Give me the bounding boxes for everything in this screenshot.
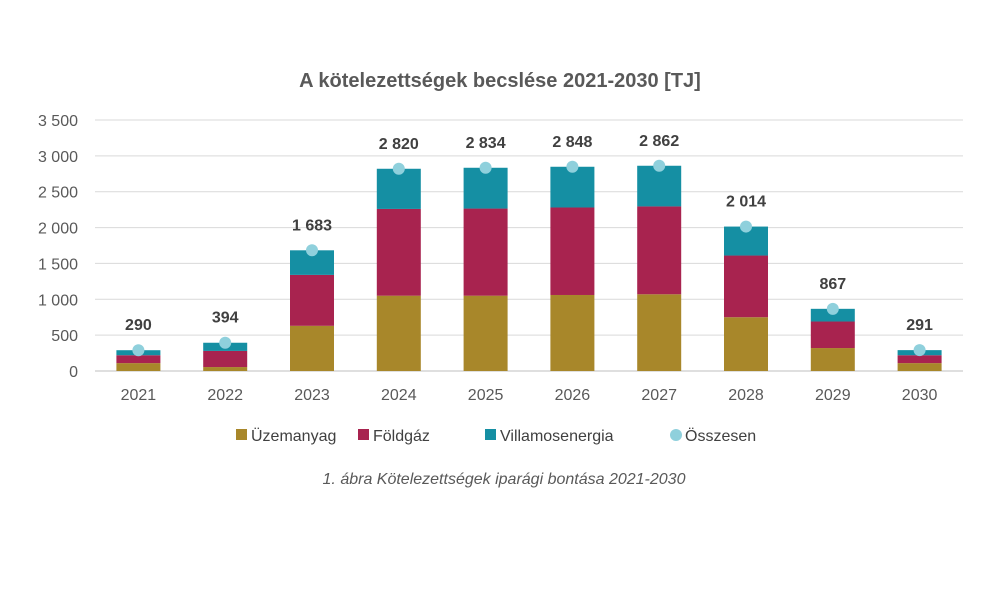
bar-segment-földgáz: [463, 208, 508, 296]
x-tick-label: 2027: [641, 387, 677, 404]
y-tick-label: 0: [69, 364, 78, 381]
bar-segment-földgáz: [637, 206, 682, 295]
bar-segment-üzemanyag: [897, 363, 942, 371]
bar-segment-villamosenergia: [810, 308, 855, 322]
bar-segment-üzemanyag: [637, 294, 682, 371]
bars: [116, 165, 942, 371]
legend-swatch: [485, 429, 496, 440]
x-tick-label: 2030: [902, 387, 938, 404]
total-data-label: 1 683: [292, 217, 332, 234]
total-data-label: 2 848: [552, 134, 592, 151]
bar-segment-üzemanyag: [203, 367, 248, 371]
bar-segment-villamosenergia: [637, 165, 682, 207]
y-axis: 0 500 1 000 1 500 2 000 2 500 3 000 3 500: [38, 113, 78, 381]
bar-segment-földgáz: [203, 350, 248, 368]
legend-swatch: [236, 429, 247, 440]
total-data-label: 291: [906, 317, 933, 334]
y-tick-label: 2 000: [38, 221, 78, 238]
total-markers: 290 394 1 683 2 820 2 834 2 848 2 862 2 014 867 2…: [125, 133, 933, 357]
bar-segment-villamosenergia: [550, 166, 595, 208]
bar-segment-földgáz: [550, 207, 595, 295]
total-marker: [653, 159, 666, 172]
total-data-label: 290: [125, 317, 152, 334]
figure-caption: 1. ábra Kötelezettségek iparági bontása …: [323, 471, 686, 488]
total-data-label: 2 862: [639, 133, 679, 150]
x-tick-label: 2025: [468, 387, 504, 404]
y-tick-label: 2 500: [38, 185, 78, 202]
bar-segment-földgáz: [376, 208, 421, 296]
total-marker: [132, 344, 145, 357]
total-marker: [219, 336, 232, 349]
bar-segment-villamosenergia: [463, 167, 508, 209]
total-data-label: 2 834: [466, 135, 506, 152]
legend-label: Összesen: [685, 427, 756, 445]
legend: Üzemanyag Földgáz Villamosenergia Összesen: [236, 427, 756, 445]
legend-swatch: [358, 429, 369, 440]
bar-segment-villamosenergia: [376, 168, 421, 209]
bar-segment-üzemanyag: [724, 317, 768, 371]
x-axis: 2021 2022 2023 2024 2025 2026 2027 2028 2029 2030: [121, 387, 938, 404]
x-tick-label: 2026: [555, 387, 591, 404]
legend-label: Földgáz: [373, 428, 430, 445]
bar-segment-földgáz: [290, 274, 334, 326]
total-marker: [479, 161, 492, 174]
total-data-label: 867: [819, 276, 846, 293]
x-tick-label: 2023: [294, 387, 330, 404]
bar-segment-üzemanyag: [290, 325, 334, 371]
total-data-label: 2 820: [379, 136, 419, 153]
chart-title: A kötelezettségek becslése 2021-2030 [TJ…: [299, 70, 701, 92]
bar-segment-földgáz: [724, 255, 768, 318]
legend-label: Üzemanyag: [251, 427, 336, 445]
y-tick-label: 1 000: [38, 292, 78, 309]
total-marker: [392, 162, 405, 175]
x-tick-label: 2022: [207, 387, 243, 404]
x-tick-label: 2024: [381, 387, 417, 404]
y-tick-label: 1 500: [38, 256, 78, 273]
bar-segment-üzemanyag: [550, 294, 595, 371]
x-tick-label: 2028: [728, 387, 764, 404]
x-tick-label: 2021: [121, 387, 157, 404]
bar-segment-üzemanyag: [116, 363, 161, 371]
total-marker: [913, 344, 926, 357]
y-tick-label: 3 500: [38, 113, 78, 130]
total-data-label: 394: [212, 310, 239, 327]
bar-segment-üzemanyag: [810, 348, 855, 371]
bar-segment-üzemanyag: [463, 295, 508, 371]
total-marker: [826, 302, 839, 315]
total-data-label: 2 014: [726, 194, 766, 211]
bar-segment-földgáz: [810, 321, 855, 349]
y-tick-label: 500: [51, 328, 78, 345]
total-marker: [306, 244, 318, 257]
bar-segment-földgáz: [897, 355, 942, 364]
gridlines: [95, 119, 963, 372]
x-tick-label: 2029: [815, 387, 851, 404]
bar-segment-üzemanyag: [376, 295, 421, 371]
bar-segment-földgáz: [116, 355, 161, 364]
y-tick-label: 3 000: [38, 149, 78, 166]
legend-label: Villamosenergia: [500, 428, 614, 445]
total-marker: [566, 160, 579, 173]
total-marker: [740, 220, 752, 233]
legend-swatch: [670, 429, 682, 441]
